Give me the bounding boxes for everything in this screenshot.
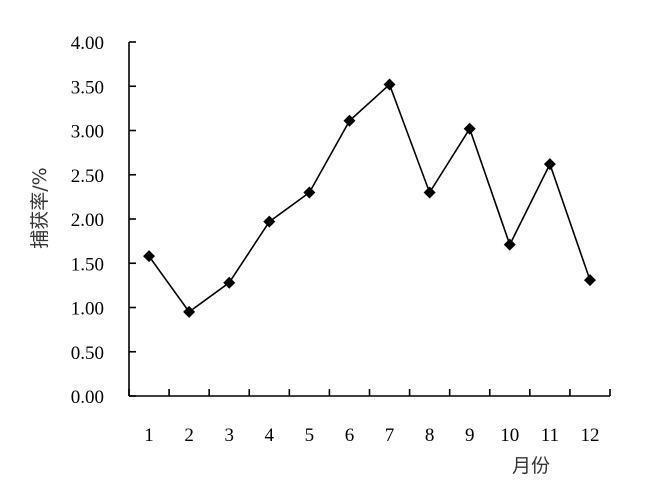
y-tick-label-6: 3.00: [71, 122, 104, 143]
y-tick-label-2: 1.00: [71, 299, 104, 320]
data-point-5: [303, 186, 316, 199]
data-point-2: [183, 305, 196, 318]
data-point-9: [463, 122, 476, 135]
x-ticks: 1 2 3 4 5 6 7 8 9 10 11 12: [128, 389, 611, 446]
x-tick-label-9: 10: [500, 425, 519, 446]
x-tick-label-10: 11: [541, 425, 559, 446]
data-point-1: [143, 250, 156, 263]
data-point-6: [343, 114, 356, 127]
y-tick-label-7: 3.50: [71, 77, 104, 98]
y-axis-title: 捕获率/%: [29, 167, 51, 248]
x-tick-label-4: 5: [305, 425, 315, 446]
y-ticks: 0.00 0.50 1.00 1.50 2.00 2.50 3.00 3.50 4.00: [71, 33, 136, 408]
x-axis-title: 月份: [512, 455, 550, 477]
series-line: [148, 83, 591, 314]
x-tick-label-11: 12: [580, 425, 599, 446]
y-tick-label-4: 2.00: [71, 210, 104, 231]
x-tick-label-6: 7: [385, 425, 395, 446]
x-tick-label-3: 4: [265, 425, 275, 446]
data-point-3: [223, 276, 236, 289]
data-point-10: [503, 238, 516, 251]
x-tick-label-0: 1: [144, 425, 154, 446]
data-point-12: [583, 274, 596, 287]
y-tick-label-3: 1.50: [71, 254, 104, 275]
y-tick-label-0: 0.00: [71, 387, 104, 408]
y-tick-label-8: 4.00: [71, 33, 104, 54]
x-tick-label-7: 8: [425, 425, 435, 446]
x-tick-label-8: 9: [465, 425, 475, 446]
data-point-11: [543, 158, 556, 171]
data-point-8: [423, 186, 436, 199]
y-tick-label-1: 0.50: [71, 343, 104, 364]
data-point-7: [383, 78, 396, 91]
x-tick-label-2: 3: [224, 425, 234, 446]
x-tick-label-1: 2: [184, 425, 194, 446]
x-tick-label-5: 6: [345, 425, 355, 446]
y-tick-label-5: 2.50: [71, 166, 104, 187]
data-markers: [143, 78, 596, 318]
data-point-4: [263, 215, 276, 228]
